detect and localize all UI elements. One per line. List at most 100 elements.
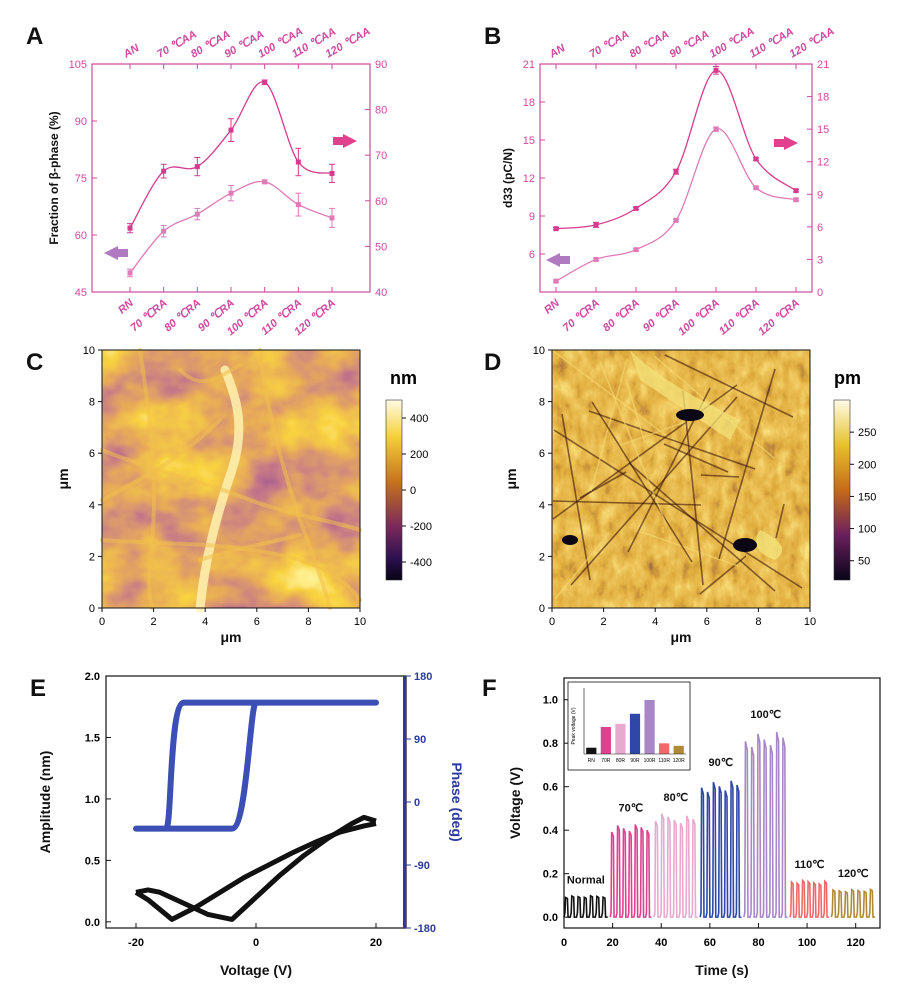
b-right-tick-label: 3 (817, 254, 823, 266)
c-colorbar-tick-label: -200 (410, 521, 432, 533)
panel-d-fiber-strand (591, 401, 693, 563)
f-inset-frame (567, 681, 691, 771)
e-left-tick-label: 0.0 (85, 917, 100, 929)
a-series-1-point (262, 79, 268, 85)
panel-d-fiber-strand (699, 555, 747, 595)
b-series-1-point (793, 188, 799, 194)
b-right-tick-label: 6 (817, 222, 823, 234)
f-inset-category-label: RN (588, 758, 596, 764)
f-inset-category-label: 120R (673, 758, 685, 764)
panel-e-chart: Amplitude (nm) Phase (deg) Voltage (V) -… (37, 671, 465, 978)
panel-d-fiber-strand (590, 358, 628, 492)
panel-d-colorbar-ticks: 250 200 150 100 50 (850, 427, 876, 568)
panel-d-fiber-strand (561, 413, 591, 581)
panel-b-right-ticks: 0 3 6 9 12 15 18 21 (807, 59, 829, 299)
f-x-tick-label: 60 (704, 937, 716, 949)
b-series-2-point (633, 247, 639, 253)
f-x-tick-label: 80 (752, 937, 764, 949)
f-inset-category-label: 100R (644, 758, 656, 764)
f-inset-ylabel: Peak voltage (V) (571, 707, 577, 744)
f-x-tick-label: 20 (606, 937, 618, 949)
b-bottom-category-label: 70 ℃RA (561, 297, 602, 334)
f-segment-label: 100℃ (750, 709, 781, 721)
b-top-category-label: 90 ℃AA (668, 28, 712, 60)
panel-letter-f: F (482, 675, 497, 702)
panel-d-fiber-strand (663, 443, 729, 473)
a-left-tick-label: 45 (75, 287, 87, 299)
panel-a-series (127, 79, 335, 278)
d-colorbar-tick-label: 100 (858, 524, 876, 536)
panel-b-ylabel: d33 (pC/N) (501, 148, 515, 208)
f-signal-6 (830, 887, 876, 918)
b-left-tick-label: 18 (523, 97, 535, 109)
panel-d-fiber-strand (551, 349, 673, 441)
f-x-tick-label: 100 (798, 937, 816, 949)
e-amplitude-branch-reverse (134, 821, 377, 922)
panel-e-ticks: -20 0 20 0.0 0.5 1.0 1.5 2.0 -180 -90 0 90 180 (85, 671, 436, 949)
panel-d-fiber-strand (553, 429, 803, 589)
d-y-tick-label: 0 (539, 603, 545, 615)
panel-b-left-arrow (546, 253, 560, 267)
a-series-2-point (295, 202, 301, 208)
panel-c-frame (101, 349, 361, 609)
f-segment-label: Normal (567, 874, 605, 886)
f-x-tick-label: 120 (847, 937, 865, 949)
f-x-tick-label: 0 (561, 937, 567, 949)
panel-c-fiber-strand (178, 363, 242, 384)
b-series-2-point (593, 256, 599, 262)
c-x-tick-label: 4 (202, 616, 208, 628)
a-series-1-point (329, 170, 335, 176)
b-series-1-line (555, 69, 797, 230)
panel-a-right-arrow (343, 134, 357, 148)
f-y-tick-label: 0.8 (543, 738, 558, 750)
panel-f-series: Normal 70℃ 80℃ 90℃ 100℃ 110℃ 120℃ (563, 709, 876, 918)
d-colorbar-tick-label: 150 (858, 491, 876, 503)
panel-c-fiber-strand (100, 538, 362, 602)
b-bottom-category-label: 120 ℃RA (756, 297, 802, 338)
e-left-tick-label: 1.5 (85, 732, 100, 744)
f-signal-3 (699, 780, 742, 918)
panel-c-colorbar-unit: nm (390, 368, 417, 388)
f-signal-5 (789, 878, 829, 918)
panel-d-fiber-strand (599, 361, 667, 525)
panel-d-ylabel: μm (503, 468, 519, 489)
f-y-tick-label: 0.6 (543, 782, 558, 794)
a-right-tick-label: 60 (375, 196, 387, 208)
c-x-tick-label: 8 (305, 616, 311, 628)
f-y-tick-label: 0.4 (543, 825, 559, 837)
d-x-tick-label: 2 (601, 616, 607, 628)
panel-a-frame (91, 63, 371, 293)
a-series-2-point (329, 215, 335, 221)
b-bottom-category-label: 80 ℃RA (601, 297, 642, 334)
panel-d-fiber-strand (718, 368, 776, 560)
panel-d-colorbar (833, 399, 851, 581)
f-signal-1 (609, 824, 652, 918)
c-y-tick-label: 2 (89, 551, 95, 563)
panel-d-dark-pit (562, 535, 578, 545)
panel-d-x-ticks: 0 2 4 6 8 10 (549, 608, 816, 628)
e-right-tick-label: 180 (414, 671, 432, 683)
b-right-tick-label: 15 (817, 124, 829, 136)
e-right-tick-label: -90 (414, 860, 430, 872)
panel-e-xlabel: Voltage (V) (220, 962, 292, 978)
a-right-tick-label: 80 (375, 105, 387, 117)
c-colorbar-tick-label: -400 (410, 557, 432, 569)
panel-f-frame (563, 677, 881, 929)
f-inset-category-label: 90R (630, 758, 640, 764)
b-right-tick-label: 9 (817, 189, 823, 201)
b-series-2-point (793, 197, 799, 203)
d-x-tick-label: 4 (652, 616, 658, 628)
panel-d-frame (551, 349, 811, 609)
b-series-2-point (553, 278, 559, 284)
panel-d-fiber-strand (628, 462, 776, 592)
panel-letter-d: D (484, 349, 501, 376)
panel-d-fiber-strand (554, 532, 610, 600)
e-amplitude-branch-forward (135, 814, 377, 922)
panel-c-x-ticks: 0 2 4 6 8 10 (99, 608, 366, 628)
panel-c-colorbar (385, 399, 403, 581)
d-x-tick-label: 6 (704, 616, 710, 628)
e-x-tick-label: 0 (253, 937, 259, 949)
d-y-tick-label: 4 (539, 500, 545, 512)
panel-a-left-arrow (104, 246, 118, 260)
